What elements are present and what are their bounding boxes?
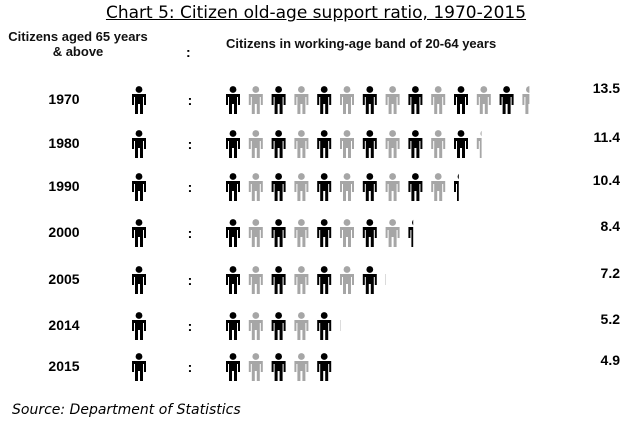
worker-person-icon-0-13 <box>522 86 530 114</box>
worker-person-icon-0-1 <box>248 86 263 114</box>
worker-person-icon-6-0 <box>226 353 240 381</box>
worker-person-icon-3-2 <box>271 219 286 247</box>
worker-person-icon-3-7 <box>385 219 400 247</box>
worker-person-icon-1-10 <box>454 130 468 158</box>
worker-person-icon-1-8 <box>408 130 423 158</box>
worker-person-icon-0-5 <box>340 86 354 114</box>
worker-person-icon-2-9 <box>431 173 446 201</box>
worker-person-icon-2-4 <box>317 173 332 201</box>
worker-person-icon-2-7 <box>385 173 400 201</box>
worker-person-icon-1-6 <box>362 130 377 158</box>
worker-person-icon-2-0 <box>226 173 240 201</box>
working-age-header: Citizens in working-age band of 20-64 ye… <box>226 36 497 51</box>
worker-person-icon-1-9 <box>431 130 446 158</box>
ratio-value: 13.5 <box>593 80 620 96</box>
year-label: 1990 <box>48 178 79 194</box>
worker-person-icon-6-1 <box>248 353 263 381</box>
worker-person-icon-5-4 <box>317 312 332 340</box>
worker-person-icon-0-9 <box>431 86 446 114</box>
header-separator: : <box>186 44 191 60</box>
worker-person-icon-0-4 <box>317 86 332 114</box>
elderly-header: Citizens aged 65 years & above <box>8 29 148 59</box>
year-label: 2014 <box>48 317 79 333</box>
chart-title: Chart 5: Citizen old-age support ratio, … <box>105 3 527 23</box>
elderly-person-icon-2 <box>132 173 146 201</box>
worker-person-icon-3-0 <box>226 219 240 247</box>
elderly-person-icon-3 <box>132 219 146 247</box>
worker-person-icon-0-3 <box>294 86 309 114</box>
elderly-person-icon-5 <box>132 312 146 340</box>
worker-person-icon-0-11 <box>476 86 491 114</box>
worker-person-icon-0-6 <box>362 86 377 114</box>
worker-person-icon-0-2 <box>271 86 286 114</box>
worker-person-icon-3-5 <box>340 219 354 247</box>
worker-person-icon-4-2 <box>271 266 286 294</box>
worker-person-icon-6-3 <box>294 353 309 381</box>
worker-person-icon-5-0 <box>226 312 240 340</box>
worker-person-icon-2-1 <box>248 173 263 201</box>
year-label: 2015 <box>48 358 79 374</box>
row-separator: : <box>188 318 193 334</box>
row-separator: : <box>188 225 193 241</box>
worker-person-icon-4-1 <box>248 266 263 294</box>
row-separator: : <box>188 272 193 288</box>
worker-person-icon-1-7 <box>385 130 400 158</box>
worker-person-icon-1-3 <box>294 130 309 158</box>
elderly-person-icon-4 <box>132 266 146 294</box>
worker-person-icon-4-6 <box>362 266 377 294</box>
row-separator: : <box>188 136 193 152</box>
row-separator: : <box>188 359 193 375</box>
worker-person-icon-5-5 <box>340 320 341 331</box>
worker-person-icon-6-4 <box>317 353 332 381</box>
elderly-person-icon-0 <box>132 86 146 114</box>
worker-person-icon-2-5 <box>340 173 354 201</box>
worker-person-icon-0-0 <box>226 86 240 114</box>
elderly-person-icon-1 <box>132 130 146 158</box>
worker-person-icon-3-6 <box>362 219 377 247</box>
worker-person-icon-1-1 <box>248 130 263 158</box>
worker-person-icon-4-3 <box>294 266 309 294</box>
worker-person-icon-2-10 <box>454 173 459 201</box>
worker-person-icon-3-1 <box>248 219 263 247</box>
worker-person-icon-0-8 <box>408 86 423 114</box>
worker-person-icon-5-1 <box>248 312 263 340</box>
worker-person-icon-1-11 <box>476 130 482 158</box>
year-label: 1970 <box>48 91 79 107</box>
worker-person-icon-4-5 <box>340 266 354 294</box>
source-note: Source: Department of Statistics <box>12 402 241 418</box>
ratio-value: 7.2 <box>601 265 621 281</box>
year-label: 1980 <box>48 135 79 151</box>
row-separator: : <box>188 179 193 195</box>
year-label: 2000 <box>48 224 79 240</box>
ratio-value: 8.4 <box>601 218 621 234</box>
worker-person-icon-2-6 <box>362 173 377 201</box>
worker-person-icon-1-0 <box>226 130 240 158</box>
worker-person-icon-5-3 <box>294 312 309 340</box>
worker-person-icon-5-2 <box>271 312 286 340</box>
worker-person-icon-1-5 <box>340 130 354 158</box>
worker-person-icon-1-2 <box>271 130 286 158</box>
worker-person-icon-0-12 <box>499 86 514 114</box>
worker-person-icon-1-4 <box>317 130 332 158</box>
worker-person-icon-2-2 <box>271 173 286 201</box>
elderly-person-icon-6 <box>132 353 146 381</box>
worker-person-icon-3-3 <box>294 219 309 247</box>
row-separator: : <box>188 92 193 108</box>
ratio-value: 5.2 <box>601 311 621 327</box>
worker-person-icon-0-10 <box>454 86 468 114</box>
worker-person-icon-4-0 <box>226 266 240 294</box>
worker-person-icon-6-2 <box>271 353 286 381</box>
worker-person-icon-4-4 <box>317 266 332 294</box>
ratio-value: 10.4 <box>593 172 620 188</box>
worker-person-icon-0-7 <box>385 86 400 114</box>
ratio-value: 11.4 <box>594 129 621 145</box>
worker-person-icon-2-3 <box>294 173 309 201</box>
ratio-value: 4.9 <box>601 352 621 368</box>
worker-person-icon-3-8 <box>408 219 414 247</box>
worker-person-icon-3-4 <box>317 219 332 247</box>
worker-person-icon-2-8 <box>408 173 423 201</box>
year-label: 2005 <box>48 271 79 287</box>
worker-person-icon-4-7 <box>385 274 387 285</box>
